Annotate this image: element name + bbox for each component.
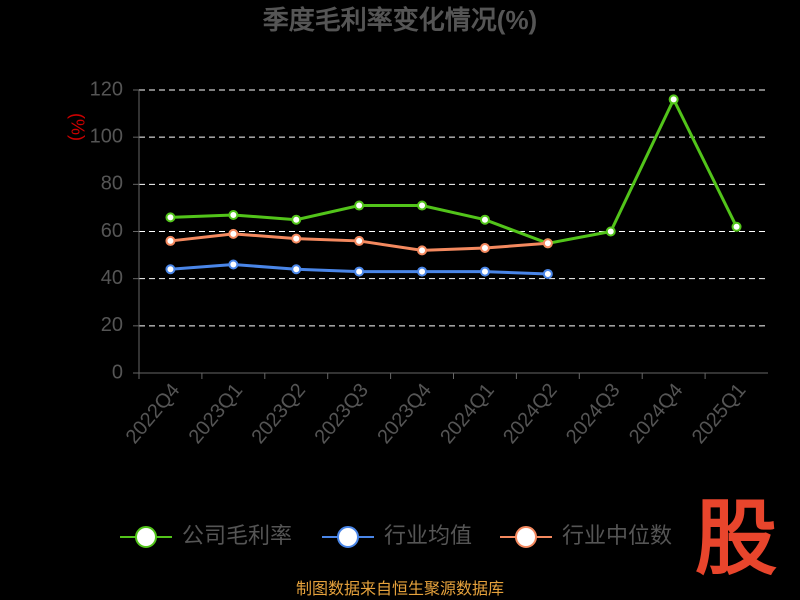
legend-marker — [135, 526, 157, 548]
x-tick-label: 2023Q1 — [185, 379, 248, 448]
legend-marker — [515, 526, 537, 548]
data-point — [479, 243, 490, 254]
x-tick-label: 2024Q2 — [499, 379, 562, 448]
logo: 股 — [695, 494, 777, 585]
data-point — [668, 94, 679, 105]
data-point — [165, 212, 176, 223]
data-point — [542, 238, 553, 249]
data-point — [165, 264, 176, 275]
legend-marker — [337, 526, 359, 548]
y-tick-label: 0 — [112, 361, 123, 383]
legend-label: 行业中位数 — [562, 523, 672, 548]
data-point — [165, 235, 176, 246]
data-point — [417, 245, 428, 256]
x-tick-label: 2022Q4 — [122, 379, 185, 448]
y-tick-label: 80 — [101, 173, 123, 195]
data-point — [417, 200, 428, 211]
data-point — [291, 214, 302, 225]
x-tick-label: 2023Q3 — [310, 379, 373, 448]
chart-title: 季度毛利率变化情况(%) — [263, 5, 537, 35]
data-point — [479, 214, 490, 225]
data-point — [291, 264, 302, 275]
y-tick-label: 20 — [101, 314, 123, 336]
data-point — [731, 221, 742, 232]
x-tick-label: 2024Q3 — [562, 379, 625, 448]
series-line — [170, 95, 738, 245]
source-note: 制图数据来自恒生聚源数据库 — [296, 580, 504, 598]
data-point — [354, 200, 365, 211]
y-axis-label: (%) — [67, 113, 87, 141]
data-point — [228, 259, 239, 270]
y-tick-label: 60 — [101, 220, 123, 242]
y-tick-label: 120 — [90, 78, 123, 100]
legend-label: 公司毛利率 — [182, 523, 292, 548]
y-tick-label: 100 — [90, 125, 123, 147]
data-point — [354, 266, 365, 277]
data-point — [417, 266, 428, 277]
legend-label: 行业均值 — [384, 523, 472, 548]
x-tick-label: 2023Q4 — [373, 379, 436, 448]
x-tick-label: 2023Q2 — [248, 379, 311, 448]
data-point — [542, 268, 553, 279]
data-point — [228, 228, 239, 239]
data-point — [354, 235, 365, 246]
data-point — [228, 209, 239, 220]
x-tick-label: 2024Q4 — [625, 379, 688, 448]
x-tick-label: 2024Q1 — [436, 379, 499, 448]
data-point — [291, 233, 302, 244]
x-tick-label: 2025Q1 — [688, 379, 751, 448]
data-point — [605, 226, 616, 237]
y-tick-label: 40 — [101, 267, 123, 289]
data-point — [479, 266, 490, 277]
